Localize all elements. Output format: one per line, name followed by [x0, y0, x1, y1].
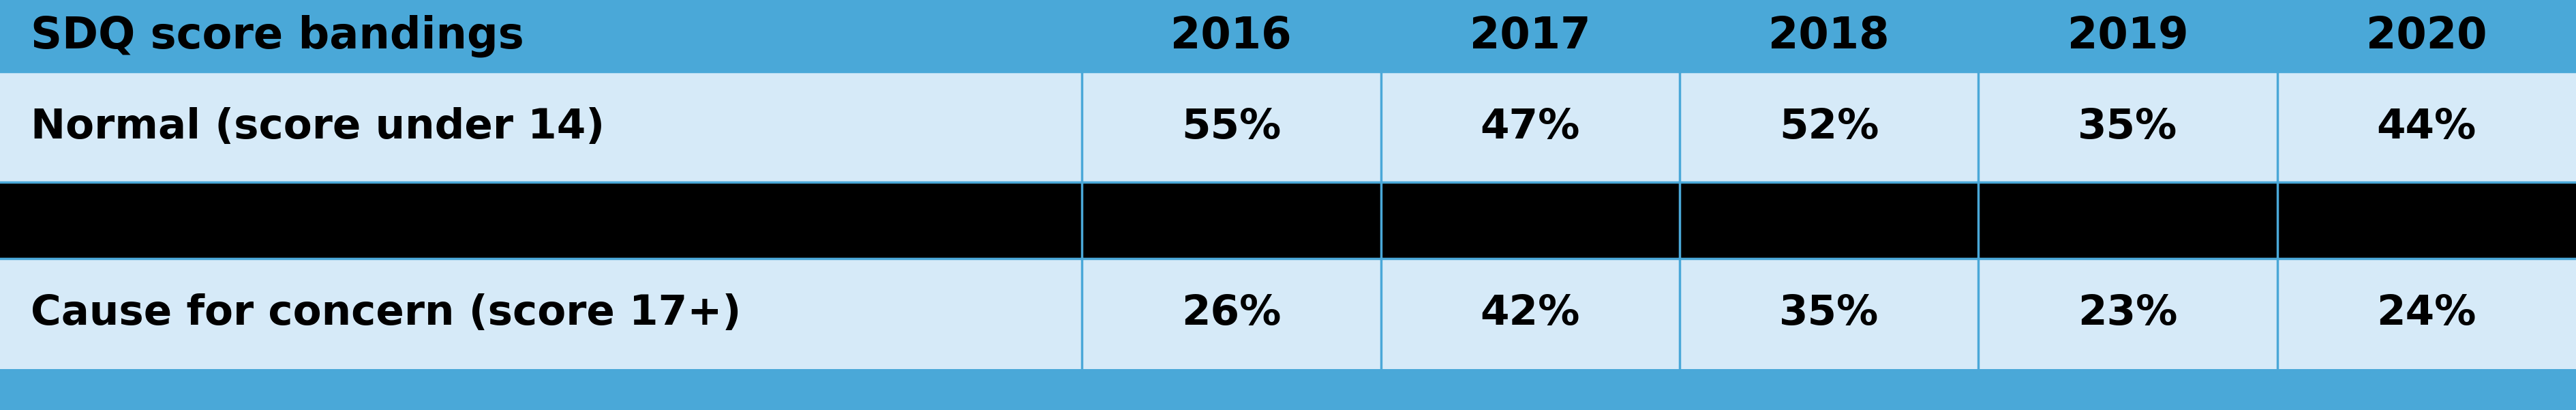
Text: 35%: 35% [2079, 107, 2177, 147]
Bar [0, 72, 2576, 182]
Text: 35%: 35% [1780, 294, 1878, 334]
Text: Normal (score under 14): Normal (score under 14) [31, 107, 605, 147]
Bar [0, 0, 2576, 72]
Text: SDQ score bandings: SDQ score bandings [31, 15, 526, 57]
Text: 26%: 26% [1182, 294, 1280, 334]
Text: 52%: 52% [1780, 107, 1878, 147]
Text: 2018: 2018 [1767, 15, 1891, 57]
Text: 42%: 42% [1481, 294, 1579, 334]
Text: 2017: 2017 [1468, 15, 1592, 57]
Text: 44%: 44% [2378, 107, 2476, 147]
Text: 2020: 2020 [2367, 15, 2486, 57]
Bar [0, 182, 2576, 258]
Text: 23%: 23% [2079, 294, 2177, 334]
Bar [0, 258, 2576, 369]
Text: 2016: 2016 [1170, 15, 1293, 57]
Text: 55%: 55% [1182, 107, 1280, 147]
Text: Cause for concern (score 17+): Cause for concern (score 17+) [31, 294, 742, 334]
Text: 2019: 2019 [2066, 15, 2190, 57]
Text: 47%: 47% [1481, 107, 1579, 147]
Text: 24%: 24% [2378, 294, 2476, 334]
Bar [0, 369, 2576, 410]
